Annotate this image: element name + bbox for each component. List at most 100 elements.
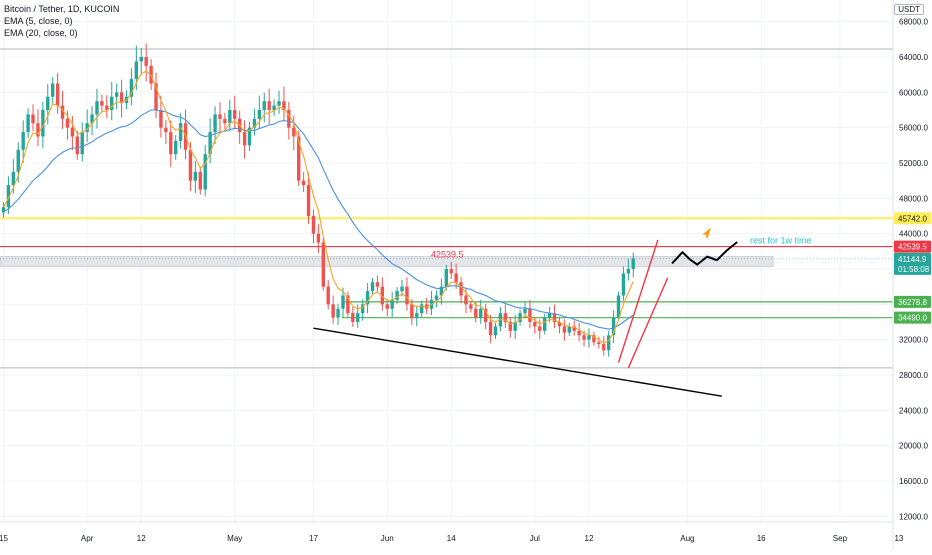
candle[interactable]: [129, 79, 134, 97]
candle[interactable]: [346, 295, 350, 314]
candle[interactable]: [616, 295, 621, 318]
candle[interactable]: [513, 322, 517, 331]
candle[interactable]: [247, 127, 252, 146]
candle[interactable]: [75, 136, 79, 155]
candle[interactable]: [360, 304, 365, 314]
candle[interactable]: [31, 114, 35, 124]
candle[interactable]: [434, 295, 439, 300]
candle[interactable]: [252, 118, 257, 128]
ema5-line[interactable]: [3, 70, 634, 344]
candle[interactable]: [518, 313, 522, 322]
candle[interactable]: [602, 344, 606, 351]
candle[interactable]: [154, 83, 158, 111]
candle[interactable]: [538, 326, 542, 331]
candle[interactable]: [134, 61, 139, 80]
candle[interactable]: [469, 304, 473, 309]
candle[interactable]: [543, 317, 547, 331]
candle[interactable]: [528, 308, 532, 322]
candle[interactable]: [483, 308, 488, 322]
symbol-title[interactable]: Bitcoin / Tether, 1D, KUCOIN: [4, 4, 120, 14]
candle[interactable]: [11, 171, 16, 186]
candle[interactable]: [213, 114, 217, 133]
candle[interactable]: [178, 123, 183, 141]
candle[interactable]: [65, 118, 70, 128]
candle[interactable]: [557, 322, 562, 327]
candle[interactable]: [267, 101, 271, 110]
candle[interactable]: [208, 132, 212, 155]
candle[interactable]: [144, 57, 148, 66]
candle[interactable]: [257, 110, 262, 119]
arrow-marker-icon[interactable]: [702, 227, 712, 240]
candle[interactable]: [547, 313, 552, 318]
candle[interactable]: [203, 154, 207, 190]
candle[interactable]: [262, 101, 266, 110]
candle[interactable]: [198, 171, 202, 190]
candle[interactable]: [562, 326, 567, 333]
candle[interactable]: [21, 132, 25, 150]
candle[interactable]: [70, 127, 75, 137]
candle[interactable]: [479, 308, 483, 318]
support-trendline[interactable]: [313, 327, 722, 397]
candle[interactable]: [503, 313, 508, 322]
ema20-legend[interactable]: EMA (20, close, 0): [4, 28, 78, 38]
candle[interactable]: [380, 286, 385, 305]
candle[interactable]: [621, 273, 626, 296]
candle[interactable]: [631, 258, 635, 269]
price-badge-green-bg[interactable]: [894, 311, 931, 324]
candle[interactable]: [523, 308, 527, 314]
candle[interactable]: [188, 149, 193, 181]
candle[interactable]: [60, 105, 65, 119]
candle[interactable]: [356, 313, 360, 322]
candle[interactable]: [341, 295, 345, 309]
candle[interactable]: [493, 326, 498, 336]
candle[interactable]: [297, 136, 301, 181]
candle[interactable]: [1, 207, 6, 213]
candle[interactable]: [149, 65, 153, 84]
candle[interactable]: [6, 185, 11, 208]
candle[interactable]: [400, 286, 404, 292]
last-price-badge[interactable]: [894, 252, 931, 275]
resistance-zone[interactable]: [0, 256, 774, 267]
candle[interactable]: [336, 308, 340, 318]
candle[interactable]: [223, 118, 227, 124]
candle[interactable]: [508, 322, 512, 331]
candle[interactable]: [105, 105, 109, 110]
price-badge-green-bg[interactable]: [894, 295, 931, 308]
candle[interactable]: [46, 96, 50, 110]
candle[interactable]: [100, 101, 104, 106]
candle[interactable]: [375, 282, 380, 287]
candle[interactable]: [174, 140, 178, 155]
candle[interactable]: [306, 185, 311, 216]
candle[interactable]: [410, 304, 414, 318]
candle[interactable]: [405, 286, 409, 305]
currency-button[interactable]: USDT: [894, 4, 924, 15]
candle[interactable]: [488, 322, 493, 336]
candle[interactable]: [577, 330, 581, 336]
ema20-line[interactable]: [3, 109, 634, 330]
candle[interactable]: [139, 57, 143, 62]
candle[interactable]: [282, 101, 286, 110]
candle[interactable]: [287, 110, 291, 128]
candle[interactable]: [567, 326, 571, 333]
candle[interactable]: [51, 83, 55, 97]
candle[interactable]: [351, 313, 355, 322]
candle[interactable]: [474, 308, 478, 318]
candle[interactable]: [592, 335, 596, 343]
candle[interactable]: [533, 322, 537, 327]
candle[interactable]: [228, 110, 232, 124]
candle[interactable]: [292, 127, 296, 137]
candle[interactable]: [572, 326, 576, 331]
candle[interactable]: [272, 105, 276, 110]
candle[interactable]: [85, 123, 89, 133]
candle[interactable]: [587, 335, 591, 340]
projection-path[interactable]: [671, 241, 738, 266]
channel-line[interactable]: [627, 277, 669, 369]
candle[interactable]: [114, 92, 119, 97]
candle[interactable]: [164, 127, 168, 133]
candle[interactable]: [449, 269, 453, 274]
price-badge-red-bg[interactable]: [894, 240, 931, 253]
candle[interactable]: [321, 242, 325, 287]
candle[interactable]: [119, 92, 124, 103]
candle[interactable]: [193, 171, 198, 181]
candle[interactable]: [242, 132, 247, 146]
